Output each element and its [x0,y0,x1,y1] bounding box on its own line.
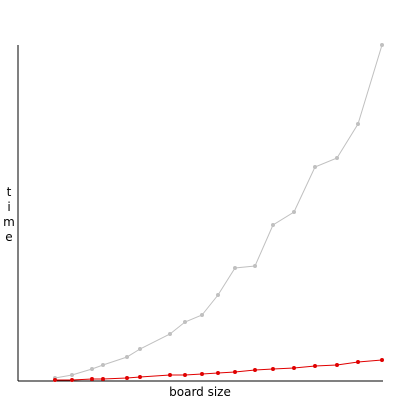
data-point [233,266,237,270]
data-point [125,376,129,380]
x-axis-label: board size [169,385,231,399]
data-point [313,165,317,169]
data-point [253,264,257,268]
data-point [335,156,339,160]
data-point [292,366,296,370]
series-line [54,44,383,379]
data-point [90,377,94,381]
data-point [271,367,275,371]
data-point [183,373,187,377]
data-point [356,122,360,126]
data-point [356,360,360,364]
data-point [138,375,142,379]
data-point [216,371,220,375]
data-point [335,363,339,367]
data-point [271,223,275,227]
data-point [200,372,204,376]
series-line [55,359,383,381]
data-point [233,370,237,374]
data-point [253,368,257,372]
data-point [70,378,74,382]
data-point [200,313,204,317]
data-point [70,373,74,377]
data-point [138,347,142,351]
data-point [101,377,105,381]
data-point [125,355,129,359]
data-point [183,320,187,324]
data-point [292,210,296,214]
data-point [380,358,384,362]
data-point [380,43,384,47]
data-point [53,378,57,382]
data-point [168,373,172,377]
data-point [216,293,220,297]
data-point [101,363,105,367]
data-point [168,332,172,336]
data-point [90,367,94,371]
data-point [313,364,317,368]
